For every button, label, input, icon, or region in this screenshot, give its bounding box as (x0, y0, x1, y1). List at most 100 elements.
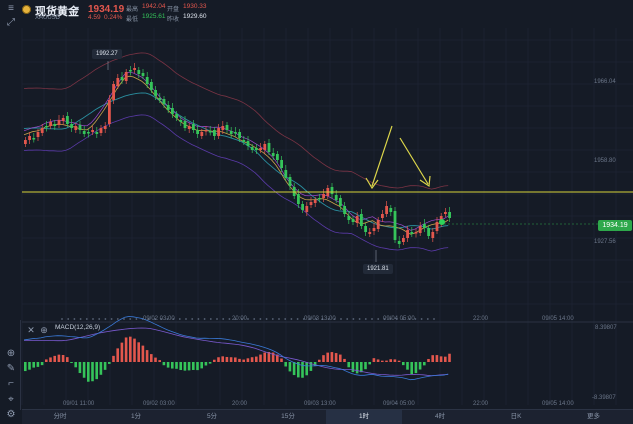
candle (343, 206, 346, 214)
macd-bar (183, 362, 187, 371)
macd-bar (70, 362, 73, 364)
last-price: 1934.19 (88, 4, 125, 15)
event-marker (203, 318, 206, 320)
candle (154, 90, 157, 96)
macd-bar (322, 355, 325, 362)
instrument-name[interactable]: 现货黄金 (35, 6, 79, 18)
pencil-icon[interactable]: ✎ (6, 363, 16, 374)
chevron-down-icon[interactable]: ▾ (75, 4, 80, 13)
candle (242, 140, 246, 142)
macd-bar (288, 362, 292, 372)
candle (221, 126, 225, 130)
candle (78, 125, 82, 130)
event-marker (234, 318, 237, 320)
current-price-badge: 1934.19 (598, 220, 632, 231)
dif-line (23, 327, 449, 377)
candle (397, 241, 401, 244)
candle (288, 177, 292, 186)
macd-bar (423, 362, 426, 366)
tab-timeframe[interactable]: 日K (510, 413, 522, 420)
event-marker (420, 318, 423, 320)
candle (175, 114, 178, 118)
candle (179, 120, 183, 122)
settings-icon[interactable]: ⊕ (40, 325, 48, 335)
event-marker (154, 318, 156, 320)
macd-bar (318, 359, 321, 362)
macd-bar (343, 358, 346, 362)
candle (280, 160, 283, 168)
candle (406, 230, 409, 238)
candle (381, 214, 384, 218)
tab-timeframe[interactable]: 1分 (130, 413, 142, 420)
event-marker (247, 318, 249, 320)
candle (229, 131, 233, 134)
macd-bar (263, 352, 266, 362)
close-icon[interactable]: ✕ (27, 325, 35, 335)
candle (347, 216, 351, 220)
time-axis-label: 22:00 (473, 316, 489, 322)
candle (313, 200, 317, 203)
ruler-icon[interactable]: ⌐ (8, 378, 14, 389)
event-marker (191, 318, 194, 320)
candle (255, 148, 258, 150)
macd-bar (267, 351, 271, 362)
macd-bar (431, 355, 434, 362)
event-marker (253, 318, 256, 320)
event-marker (433, 318, 435, 320)
candle (162, 99, 166, 104)
event-marker (135, 318, 138, 320)
candle (36, 132, 40, 137)
price-axis-label: 1966.04 (594, 79, 616, 85)
candle (200, 132, 204, 136)
candle (238, 132, 241, 138)
macd-bar (444, 356, 447, 362)
macd-bar (372, 358, 376, 362)
tab-timeframe[interactable]: 更多 (587, 413, 600, 420)
candle (124, 72, 128, 81)
event-marker (123, 318, 125, 320)
high-value: 1942.04 (142, 3, 166, 10)
macd-bar (154, 357, 157, 362)
expand-icon[interactable]: ⤢ (7, 17, 15, 28)
macd-bar (364, 362, 367, 370)
event-marker (240, 318, 243, 320)
time-axis-label: 20:00 (232, 401, 248, 407)
candle (297, 194, 300, 204)
macd-bar (297, 362, 300, 378)
tab-timeframe[interactable]: 15分 (281, 413, 295, 420)
tab-timeframe[interactable]: 5分 (206, 413, 218, 420)
macd-bar (24, 362, 27, 372)
candle (393, 211, 397, 240)
macd-bar (418, 362, 422, 370)
macd-bar (120, 342, 124, 362)
candle (330, 187, 334, 194)
event-marker (290, 318, 293, 320)
candle (376, 220, 380, 229)
candle (49, 122, 52, 126)
tab-timeframe[interactable]: 1时 (326, 410, 402, 424)
macd-bar (112, 355, 115, 362)
candle (271, 153, 275, 156)
candle (448, 212, 451, 218)
tab-timeframe[interactable]: 分时 (53, 413, 67, 420)
macd-bar (381, 360, 384, 362)
event-marker (302, 318, 305, 320)
macd-bar (360, 362, 363, 373)
settings-icon[interactable]: ⚙ (6, 409, 16, 420)
low-label: 最低 (126, 17, 139, 23)
time-axis-label: 09/04 05:00 (383, 401, 415, 407)
macd-bar (255, 356, 258, 362)
candle (70, 124, 73, 128)
candle (364, 226, 367, 232)
measure-icon[interactable]: ⌖ (8, 394, 14, 405)
tab-timeframe[interactable]: 4时 (434, 413, 446, 420)
menu-icon[interactable]: ≡ (8, 3, 14, 14)
event-marker (377, 318, 380, 320)
crosshair-icon[interactable]: ⊕ (6, 348, 16, 359)
candle (24, 140, 27, 144)
candle (351, 219, 355, 222)
event-marker (426, 318, 429, 320)
time-axis-label: 09/03 13:00 (304, 401, 336, 407)
event-marker (321, 318, 324, 320)
